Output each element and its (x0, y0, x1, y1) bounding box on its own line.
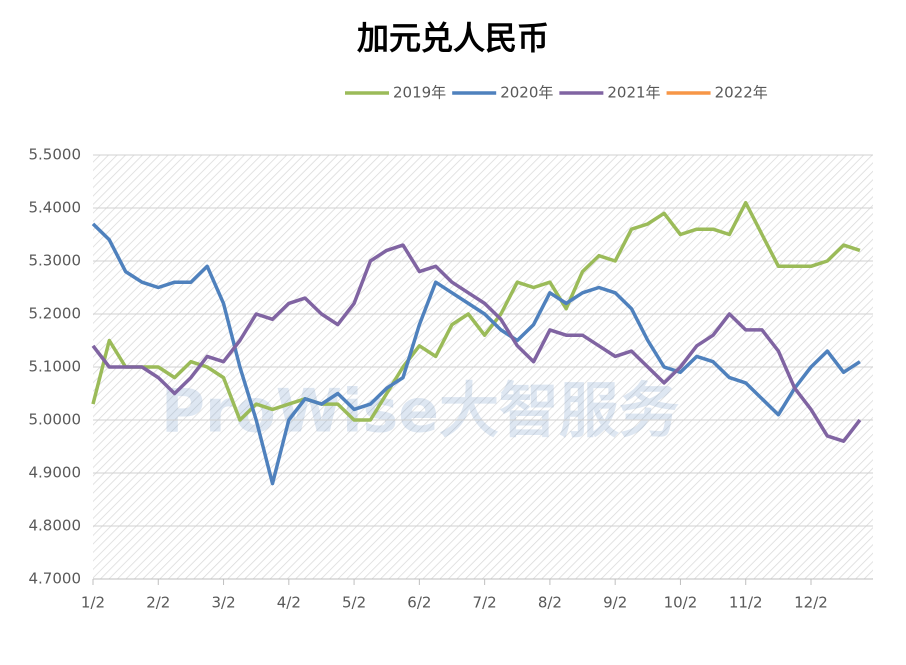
series-line (91, 200, 861, 422)
y-tick-label: 5.0000 (29, 411, 82, 429)
legend-label: 2022年 (715, 84, 768, 102)
x-tick-label: 8/2 (538, 594, 562, 612)
watermark: ProWise大智服务 (161, 377, 679, 447)
series-line (91, 243, 862, 443)
y-tick-label: 4.8000 (29, 517, 82, 535)
y-tick-label: 5.1000 (29, 358, 82, 376)
x-tick-label: 1/2 (81, 594, 105, 612)
x-tick-label: 9/2 (603, 594, 627, 612)
x-tick-label: 12/2 (794, 594, 828, 612)
x-tick-label: 6/2 (407, 594, 431, 612)
x-tick-label: 4/2 (277, 594, 301, 612)
y-tick-label: 4.9000 (29, 464, 82, 482)
y-tick-label: 5.5000 (29, 146, 82, 164)
y-tick-label: 5.4000 (29, 199, 82, 217)
x-tick-label: 7/2 (473, 594, 497, 612)
legend-label: 2019年 (393, 84, 446, 102)
y-tick-label: 5.3000 (29, 252, 82, 270)
series-line (91, 222, 861, 486)
legend-label: 2021年 (607, 84, 660, 102)
legend-label: 2020年 (500, 84, 553, 102)
chart-title: 加元兑人民币 (357, 19, 549, 57)
x-tick-label: 11/2 (729, 594, 763, 612)
y-tick-label: 5.2000 (29, 305, 82, 323)
x-tick-label: 3/2 (211, 594, 235, 612)
y-tick-label: 4.7000 (29, 570, 82, 588)
x-tick-label: 5/2 (342, 594, 366, 612)
x-tick-label: 10/2 (664, 594, 698, 612)
x-tick-label: 2/2 (146, 594, 170, 612)
